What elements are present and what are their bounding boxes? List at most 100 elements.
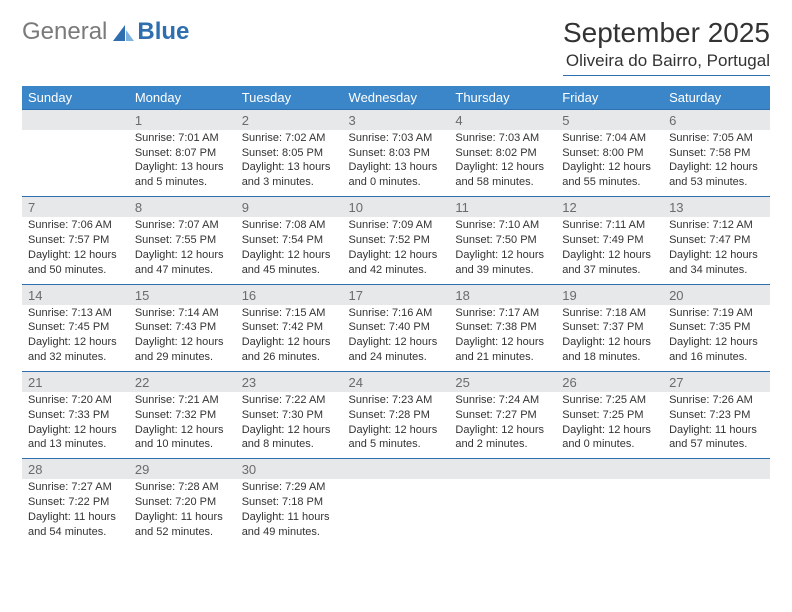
weekday-header: Friday (556, 86, 663, 110)
day-ss: Sunset: 7:45 PM (28, 320, 123, 335)
day-number-cell (343, 459, 450, 480)
day-detail-cell (449, 479, 556, 545)
day-sr: Sunrise: 7:09 AM (349, 218, 444, 233)
day-d2: and 10 minutes. (135, 437, 230, 452)
day-ss: Sunset: 7:50 PM (455, 233, 550, 248)
day-detail-cell: Sunrise: 7:27 AMSunset: 7:22 PMDaylight:… (22, 479, 129, 545)
day-number-cell: 29 (129, 459, 236, 480)
day-number-row: 78910111213 (22, 197, 770, 218)
calendar-table: SundayMondayTuesdayWednesdayThursdayFrid… (22, 86, 770, 546)
day-d2: and 3 minutes. (242, 175, 337, 190)
page-header: General Blue September 2025 Oliveira do … (22, 18, 770, 76)
day-number-cell: 21 (22, 371, 129, 392)
day-d2: and 29 minutes. (135, 350, 230, 365)
day-ss: Sunset: 7:58 PM (669, 146, 764, 161)
day-sr: Sunrise: 7:22 AM (242, 393, 337, 408)
day-ss: Sunset: 7:18 PM (242, 495, 337, 510)
calendar-header-row: SundayMondayTuesdayWednesdayThursdayFrid… (22, 86, 770, 110)
day-detail-cell: Sunrise: 7:26 AMSunset: 7:23 PMDaylight:… (663, 392, 770, 459)
day-sr: Sunrise: 7:02 AM (242, 131, 337, 146)
day-d2: and 5 minutes. (135, 175, 230, 190)
day-number-cell: 20 (663, 284, 770, 305)
day-sr: Sunrise: 7:19 AM (669, 306, 764, 321)
day-sr: Sunrise: 7:29 AM (242, 480, 337, 495)
weekday-header: Saturday (663, 86, 770, 110)
day-d1: Daylight: 13 hours (242, 160, 337, 175)
day-sr: Sunrise: 7:12 AM (669, 218, 764, 233)
day-sr: Sunrise: 7:28 AM (135, 480, 230, 495)
day-number-cell: 25 (449, 371, 556, 392)
day-ss: Sunset: 7:22 PM (28, 495, 123, 510)
day-number-cell (22, 109, 129, 130)
day-number-cell: 2 (236, 109, 343, 130)
day-d2: and 54 minutes. (28, 525, 123, 540)
day-ss: Sunset: 7:42 PM (242, 320, 337, 335)
weekday-header: Sunday (22, 86, 129, 110)
day-number-cell: 26 (556, 371, 663, 392)
day-d1: Daylight: 12 hours (242, 423, 337, 438)
day-number-cell: 12 (556, 197, 663, 218)
day-ss: Sunset: 8:07 PM (135, 146, 230, 161)
day-number-cell: 16 (236, 284, 343, 305)
day-d2: and 49 minutes. (242, 525, 337, 540)
day-ss: Sunset: 7:40 PM (349, 320, 444, 335)
day-detail-cell: Sunrise: 7:29 AMSunset: 7:18 PMDaylight:… (236, 479, 343, 545)
day-ss: Sunset: 7:43 PM (135, 320, 230, 335)
day-detail-cell: Sunrise: 7:06 AMSunset: 7:57 PMDaylight:… (22, 217, 129, 284)
weekday-header: Tuesday (236, 86, 343, 110)
day-number-cell: 4 (449, 109, 556, 130)
day-sr: Sunrise: 7:01 AM (135, 131, 230, 146)
day-d1: Daylight: 12 hours (135, 335, 230, 350)
day-detail-cell: Sunrise: 7:08 AMSunset: 7:54 PMDaylight:… (236, 217, 343, 284)
day-ss: Sunset: 8:02 PM (455, 146, 550, 161)
day-number-cell: 13 (663, 197, 770, 218)
day-number-cell: 6 (663, 109, 770, 130)
day-sr: Sunrise: 7:08 AM (242, 218, 337, 233)
day-d1: Daylight: 12 hours (455, 423, 550, 438)
day-d1: Daylight: 12 hours (455, 248, 550, 263)
day-ss: Sunset: 7:32 PM (135, 408, 230, 423)
day-number-cell (449, 459, 556, 480)
day-ss: Sunset: 7:33 PM (28, 408, 123, 423)
day-d1: Daylight: 12 hours (349, 423, 444, 438)
day-sr: Sunrise: 7:03 AM (349, 131, 444, 146)
day-detail-cell: Sunrise: 7:20 AMSunset: 7:33 PMDaylight:… (22, 392, 129, 459)
day-d2: and 37 minutes. (562, 263, 657, 278)
day-ss: Sunset: 7:52 PM (349, 233, 444, 248)
day-number-cell (556, 459, 663, 480)
day-detail-row: Sunrise: 7:13 AMSunset: 7:45 PM Daylight:… (22, 305, 770, 372)
day-d2: and 55 minutes. (562, 175, 657, 190)
day-detail-cell: Sunrise: 7:10 AMSunset: 7:50 PMDaylight:… (449, 217, 556, 284)
day-sr: Sunrise: 7:26 AM (669, 393, 764, 408)
day-d2: and 57 minutes. (669, 437, 764, 452)
day-d1: Daylight: 12 hours (135, 248, 230, 263)
day-detail-cell (343, 479, 450, 545)
day-d1: Daylight: 11 hours (669, 423, 764, 438)
sail-icon (111, 23, 135, 43)
page-title: September 2025 (563, 18, 770, 49)
day-detail-cell: Sunrise: 7:07 AMSunset: 7:55 PMDaylight:… (129, 217, 236, 284)
day-detail-cell: Sunrise: 7:24 AMSunset: 7:27 PMDaylight:… (449, 392, 556, 459)
day-d2: and 2 minutes. (455, 437, 550, 452)
day-ss: Sunset: 7:35 PM (669, 320, 764, 335)
day-d1: Daylight: 13 hours (349, 160, 444, 175)
day-detail-cell: Sunrise: 7:19 AMSunset: 7:35 PMDaylight:… (663, 305, 770, 372)
day-d1: Daylight: 12 hours (242, 335, 337, 350)
day-d1: Daylight: 12 hours (562, 423, 657, 438)
day-number-cell: 14 (22, 284, 129, 305)
weekday-header: Monday (129, 86, 236, 110)
day-ss: Sunset: 7:25 PM (562, 408, 657, 423)
day-sr: Sunrise: 7:13 AM (28, 306, 123, 321)
day-number-cell: 28 (22, 459, 129, 480)
day-number-cell: 1 (129, 109, 236, 130)
day-number-cell: 24 (343, 371, 450, 392)
day-number-cell: 27 (663, 371, 770, 392)
day-d2: and 5 minutes. (349, 437, 444, 452)
day-d2: and 42 minutes. (349, 263, 444, 278)
day-d1: Daylight: 12 hours (455, 160, 550, 175)
day-detail-cell: Sunrise: 7:03 AMSunset: 8:03 PMDaylight:… (343, 130, 450, 197)
day-ss: Sunset: 7:54 PM (242, 233, 337, 248)
day-detail-cell: Sunrise: 7:12 AMSunset: 7:47 PMDaylight:… (663, 217, 770, 284)
day-sr: Sunrise: 7:18 AM (562, 306, 657, 321)
day-d2: and 18 minutes. (562, 350, 657, 365)
